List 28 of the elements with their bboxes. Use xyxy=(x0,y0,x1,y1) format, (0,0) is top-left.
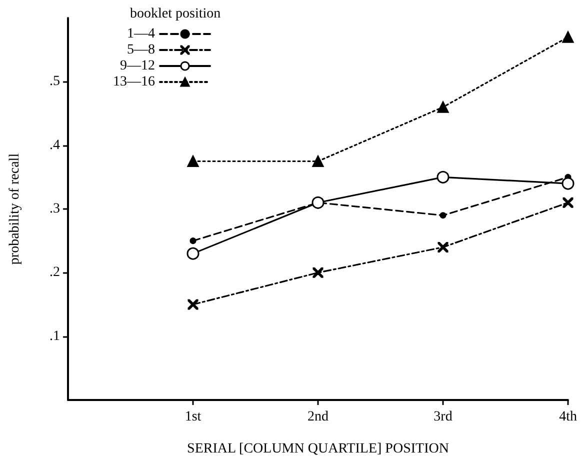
x-tick-label: 2nd xyxy=(308,410,328,424)
x-tick-label: 3rd xyxy=(434,410,452,424)
y-tick-label: .4 xyxy=(50,138,60,153)
point xyxy=(186,247,200,260)
point xyxy=(436,170,450,184)
point xyxy=(312,267,324,278)
legend-label: 9—12 xyxy=(120,58,155,74)
legend-label: 13—16 xyxy=(113,74,155,90)
point xyxy=(437,101,449,113)
y-tick-label: .2 xyxy=(50,265,60,280)
point xyxy=(187,156,199,167)
x-tick-label: 1st xyxy=(184,410,202,424)
x-axis-title: SERIAL [COLUMN QUARTILE] POSITION xyxy=(187,442,449,456)
point xyxy=(562,31,574,43)
point xyxy=(438,242,448,252)
point xyxy=(190,238,196,244)
x-tick-label: 4th xyxy=(559,410,577,424)
point xyxy=(562,197,574,208)
y-tick-label: .5 xyxy=(50,74,60,90)
y-tick-label: .3 xyxy=(50,202,60,216)
point xyxy=(312,156,324,167)
y-axis-title: probability of recall xyxy=(8,153,22,265)
y-tick-label: .1 xyxy=(50,328,60,344)
point xyxy=(440,212,446,219)
legend-label: 1—4 xyxy=(127,26,155,42)
legend-label: 5—8 xyxy=(127,42,155,58)
point xyxy=(562,177,574,190)
legend-title: booklet position xyxy=(130,6,221,22)
